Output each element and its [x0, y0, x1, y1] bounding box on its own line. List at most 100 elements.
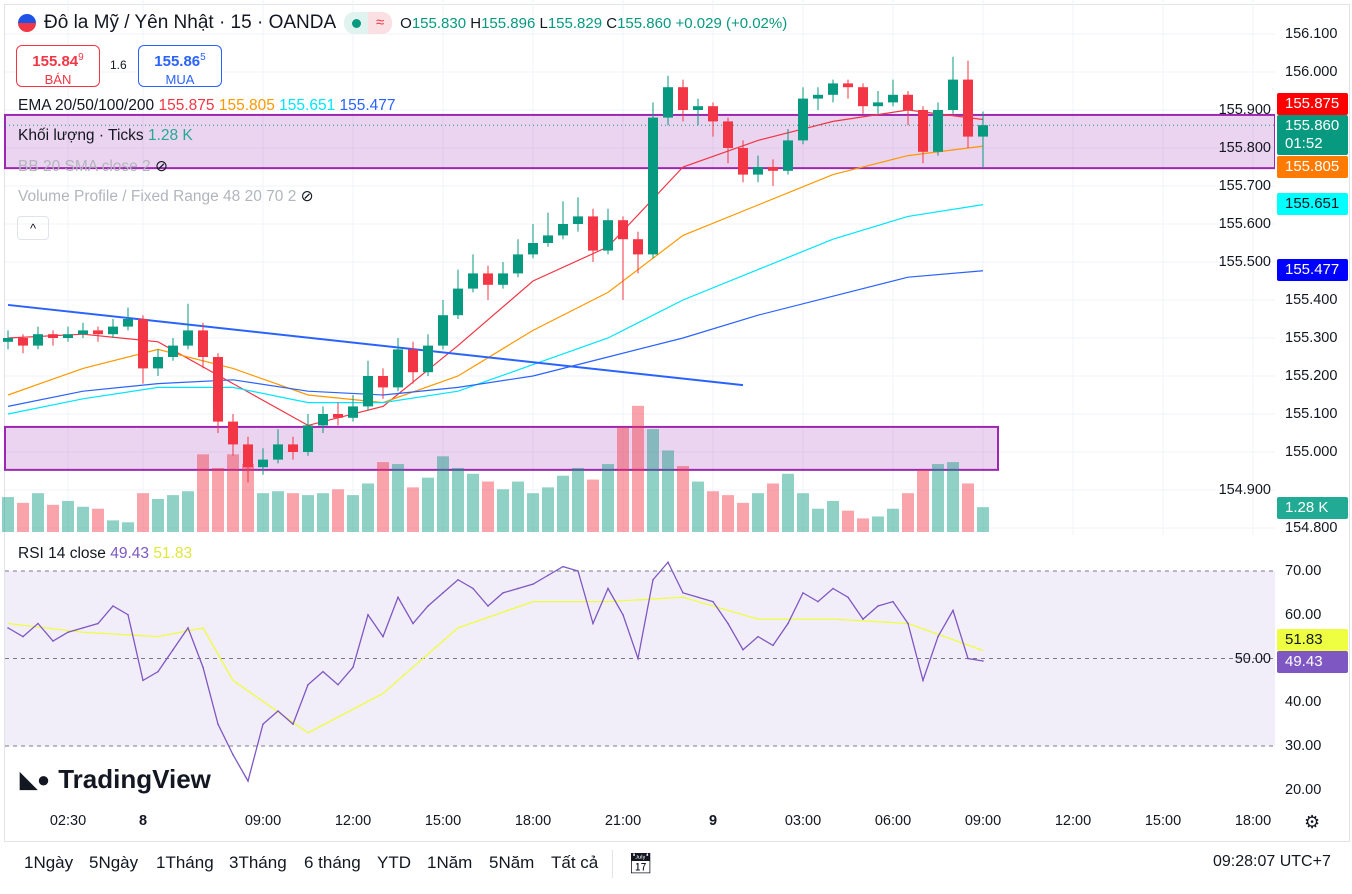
time-tick: 12:00: [1054, 813, 1092, 829]
candle: [528, 224, 538, 259]
rsi-point: [7, 627, 9, 629]
range-button[interactable]: YTD: [377, 853, 411, 872]
volume-bar: [332, 489, 344, 532]
candle: [108, 319, 118, 338]
rsi-point: [442, 592, 444, 594]
candle-body: [453, 288, 463, 316]
sell-button[interactable]: 155.849 BÁN: [16, 45, 100, 87]
volume-bar: [362, 483, 374, 532]
market-status[interactable]: ≈: [344, 12, 393, 34]
price-tick: 156.100: [1285, 26, 1338, 42]
rsi-legend[interactable]: RSI 14 close 49.43 51.83: [18, 545, 193, 562]
candle-body: [873, 102, 883, 107]
symbol-title[interactable]: Đô la Mỹ / Yên Nhật · 15 · OANDA: [44, 12, 337, 33]
candle-body: [303, 425, 313, 452]
rsi-point: [877, 605, 879, 607]
range-button[interactable]: 1Năm: [427, 853, 473, 872]
range-button[interactable]: 1Ngày: [24, 853, 74, 872]
time-tick: 21:00: [604, 813, 642, 829]
volume-bar: [422, 477, 434, 532]
rsi-signal-line: [7, 596, 984, 734]
rsi-point: [682, 592, 684, 594]
candle-body: [828, 83, 838, 95]
rsi-signal-label: 51.83: [1277, 629, 1348, 651]
price-pane[interactable]: [0, 0, 1275, 535]
hidden-eye-icon[interactable]: ⊘: [300, 188, 314, 205]
price-axis[interactable]: 156.100 156.000 155.900 155.800 155.700 155.6…: [1219, 0, 1352, 800]
ema50-price-label: 155.805: [1277, 156, 1348, 178]
volume-bar: [797, 493, 809, 532]
volume-bar: [872, 516, 884, 532]
candle: [228, 414, 238, 456]
candle-body: [363, 376, 373, 407]
range-button[interactable]: 1Tháng: [156, 853, 214, 872]
rsi-point: [457, 578, 459, 581]
ema-legend[interactable]: EMA 20/50/100/200 155.875 155.805 155.65…: [18, 97, 396, 114]
candle: [213, 353, 223, 433]
rsi-point: [652, 578, 654, 581]
volume-profile-legend[interactable]: Volume Profile / Fixed Range 48 20 70 2 …: [18, 188, 314, 205]
volume-bar: [647, 429, 659, 532]
candle-body: [573, 216, 583, 224]
market-open-dot-icon: [344, 12, 369, 34]
candle: [618, 216, 628, 300]
rsi-pane[interactable]: [0, 538, 1275, 800]
candle-body: [723, 121, 733, 148]
volume-bar: [692, 481, 704, 532]
candle-body: [798, 98, 808, 141]
rsi-point: [607, 587, 609, 590]
ema200-price-label: 155.477: [1277, 259, 1348, 281]
range-button[interactable]: 5Ngày: [89, 853, 139, 872]
volume-bar: [212, 467, 224, 532]
volume-bar: [467, 473, 479, 532]
last-price-label: 155.860 01:52: [1277, 115, 1348, 155]
ema-line: [7, 204, 984, 415]
rsi-point: [187, 627, 189, 629]
volume-bar: [557, 475, 569, 532]
ohlc-readout: O155.830 H155.896 L155.829 C155.860 +0.0…: [400, 14, 788, 32]
candle-body: [978, 125, 988, 137]
volume-bar: [2, 497, 14, 532]
price-tick: 155.400: [1285, 292, 1338, 308]
price-tick: 155.100: [1285, 406, 1338, 422]
candle: [363, 360, 373, 411]
candle-body: [543, 235, 553, 243]
clock[interactable]: 09:28:07 UTC+7: [1213, 853, 1331, 870]
candle: [18, 334, 28, 354]
settings-gear-icon[interactable]: ⚙: [1304, 812, 1321, 832]
volume-bar: [437, 456, 449, 532]
candle-body: [48, 334, 58, 338]
volume-bar: [602, 464, 614, 532]
tv-logo-icon: ◣●: [20, 766, 51, 792]
volume-bar: [617, 427, 629, 532]
hidden-eye-icon[interactable]: ⊘: [155, 158, 168, 175]
candle-body: [618, 220, 628, 240]
candle-body: [648, 117, 658, 255]
volume-bar: [707, 491, 719, 532]
range-button[interactable]: 5Năm: [489, 853, 535, 872]
date-range-calendar-icon[interactable]: 📅︎: [628, 853, 654, 875]
candle: [963, 60, 973, 148]
candle-body: [603, 220, 613, 251]
rsi-tick: 20.00: [1285, 781, 1322, 798]
candle: [393, 338, 403, 392]
range-button[interactable]: 6 tháng: [304, 853, 361, 872]
bb-legend[interactable]: BB 20 SMA close 2 ⊘: [18, 158, 168, 175]
volume-bar: [677, 466, 689, 532]
volume-bar: [302, 495, 314, 532]
rsi-point: [772, 644, 774, 647]
candle-body: [963, 79, 973, 137]
candle-body: [708, 106, 718, 122]
range-button[interactable]: Tất cả: [551, 853, 599, 872]
candle: [753, 155, 763, 183]
candle-body: [753, 167, 763, 175]
range-button[interactable]: 3Tháng: [229, 853, 287, 872]
tradingview-logo[interactable]: ◣● TradingView: [20, 764, 211, 794]
candle-body: [258, 459, 268, 468]
candle-body: [3, 338, 13, 342]
collapse-legend-button[interactable]: ^: [17, 216, 49, 240]
volume-bar: [32, 493, 44, 532]
buy-button[interactable]: 155.865 MUA: [138, 45, 222, 87]
volume-legend[interactable]: Khối lượng · Ticks 1.28 K: [18, 127, 193, 144]
candle-body: [423, 345, 433, 373]
